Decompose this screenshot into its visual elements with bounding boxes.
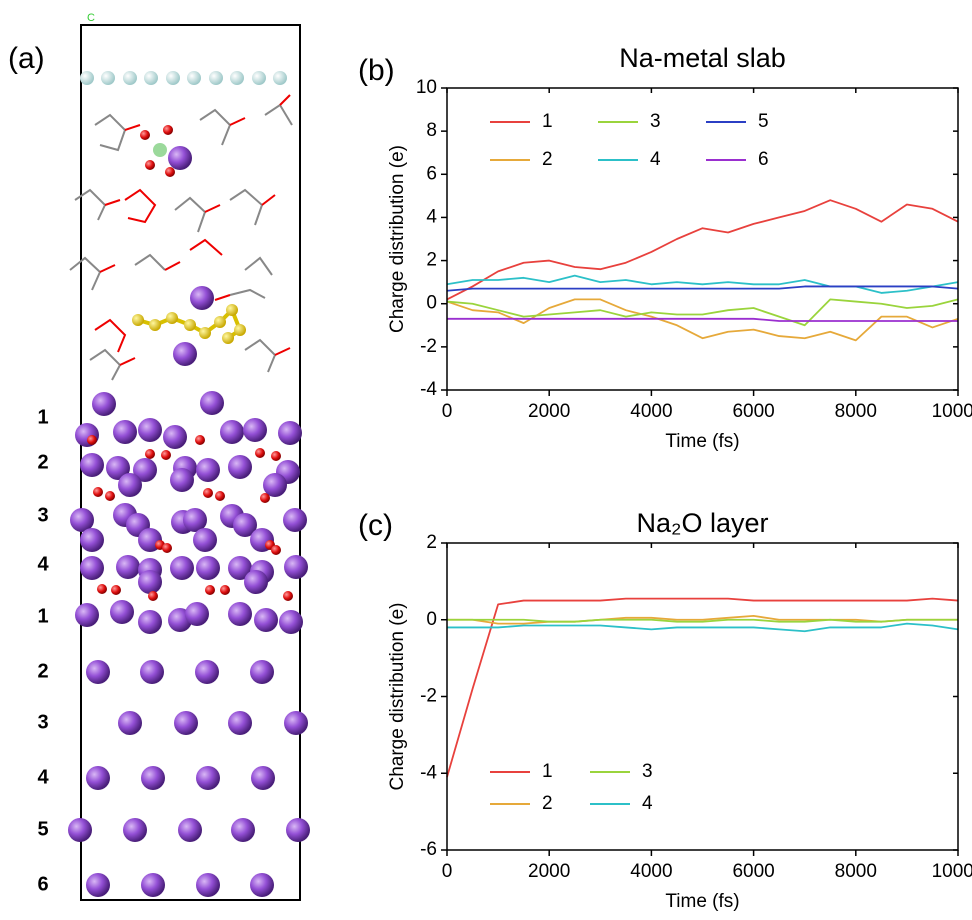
series-line <box>446 597 959 778</box>
y-tick-label: 2 <box>426 532 437 553</box>
y-tick-label: -2 <box>420 336 437 357</box>
legend-label: 3 <box>650 111 661 132</box>
y-tick-label: -2 <box>420 686 437 707</box>
x-tick-label: 2000 <box>528 401 570 422</box>
legend-label: 4 <box>642 793 653 814</box>
panel-label: (a) <box>8 42 45 75</box>
chart: (b) Na-metal slab Time (fs) Charge distribu… <box>358 43 972 452</box>
plot-frame <box>446 87 959 391</box>
series-line <box>447 618 958 623</box>
series-line <box>446 274 959 294</box>
y-tick-label: 8 <box>426 120 437 141</box>
legend-label: 1 <box>542 111 553 132</box>
x-tick-label: 0 <box>442 401 453 422</box>
y-axis-label: Charge distribution (e) <box>387 603 408 791</box>
series-line <box>446 298 959 327</box>
layer-label: 4 <box>37 766 49 788</box>
y-tick-label: 4 <box>426 206 437 227</box>
legend-label: 1 <box>542 761 553 782</box>
structure-panel: (a) C <box>8 12 310 901</box>
axis-label: C <box>87 12 95 24</box>
layer-label: 6 <box>37 873 48 895</box>
y-tick-label: 6 <box>426 163 437 184</box>
salt-cluster <box>140 125 192 177</box>
series-line <box>446 199 959 301</box>
layer-label: 1 <box>37 605 48 627</box>
chart: (c) Na₂O layer Time (fs) Charge distributio… <box>358 508 972 912</box>
x-tick-label: 6000 <box>732 861 774 882</box>
chart-title: Na₂O layer <box>636 508 768 538</box>
y-tick-label: -4 <box>420 762 437 783</box>
legend-label: 3 <box>642 761 653 782</box>
chart-title: Na-metal slab <box>619 43 786 73</box>
electrolyte-molecules <box>69 94 293 381</box>
layer-label: 2 <box>37 451 48 473</box>
sulfur-chain <box>132 286 246 366</box>
series-line <box>447 317 958 322</box>
x-tick-label: 8000 <box>835 861 877 882</box>
x-tick-label: 8000 <box>835 401 877 422</box>
x-tick-label: 2000 <box>528 861 570 882</box>
legend-label: 2 <box>542 149 553 170</box>
series-line <box>447 622 959 633</box>
layer-label: 5 <box>37 818 48 840</box>
y-tick-label: -4 <box>420 379 437 400</box>
x-axis-label: Time (fs) <box>665 431 739 452</box>
panel-label: (c) <box>358 509 393 542</box>
x-tick-label: 0 <box>442 861 453 882</box>
y-tick-label: 0 <box>426 609 437 630</box>
legend-label: 2 <box>542 793 553 814</box>
x-axis-label: Time (fs) <box>665 891 739 912</box>
panel-label: (b) <box>358 54 395 87</box>
layer-label: 2 <box>37 660 48 682</box>
layer-label: 1 <box>37 406 48 428</box>
layer-label: 3 <box>37 711 48 733</box>
layer-label: 4 <box>37 553 49 575</box>
series-line <box>446 298 959 342</box>
y-tick-label: 2 <box>426 250 437 271</box>
na2o-layer <box>70 391 308 634</box>
legend-label: 5 <box>758 111 769 132</box>
na-metal-layers <box>68 660 310 897</box>
x-tick-label: 4000 <box>630 861 672 882</box>
plot-frame <box>446 542 959 851</box>
light-atoms <box>80 71 287 85</box>
x-tick-label: 6000 <box>732 401 774 422</box>
y-tick-label: 0 <box>426 293 437 314</box>
y-axis-label: Charge distribution (e) <box>387 145 408 333</box>
series-line <box>446 285 959 292</box>
x-tick-label: 4000 <box>630 401 672 422</box>
x-tick-label: 10000 <box>932 861 972 882</box>
legend-label: 6 <box>758 149 769 170</box>
x-tick-label: 10000 <box>932 401 972 422</box>
y-tick-label: 10 <box>416 77 437 98</box>
y-tick-label: -6 <box>420 839 437 860</box>
layer-labels: 1 2 3 4 1 2 3 4 5 6 <box>37 406 49 895</box>
layer-label: 3 <box>37 504 48 526</box>
legend-label: 4 <box>650 149 661 170</box>
